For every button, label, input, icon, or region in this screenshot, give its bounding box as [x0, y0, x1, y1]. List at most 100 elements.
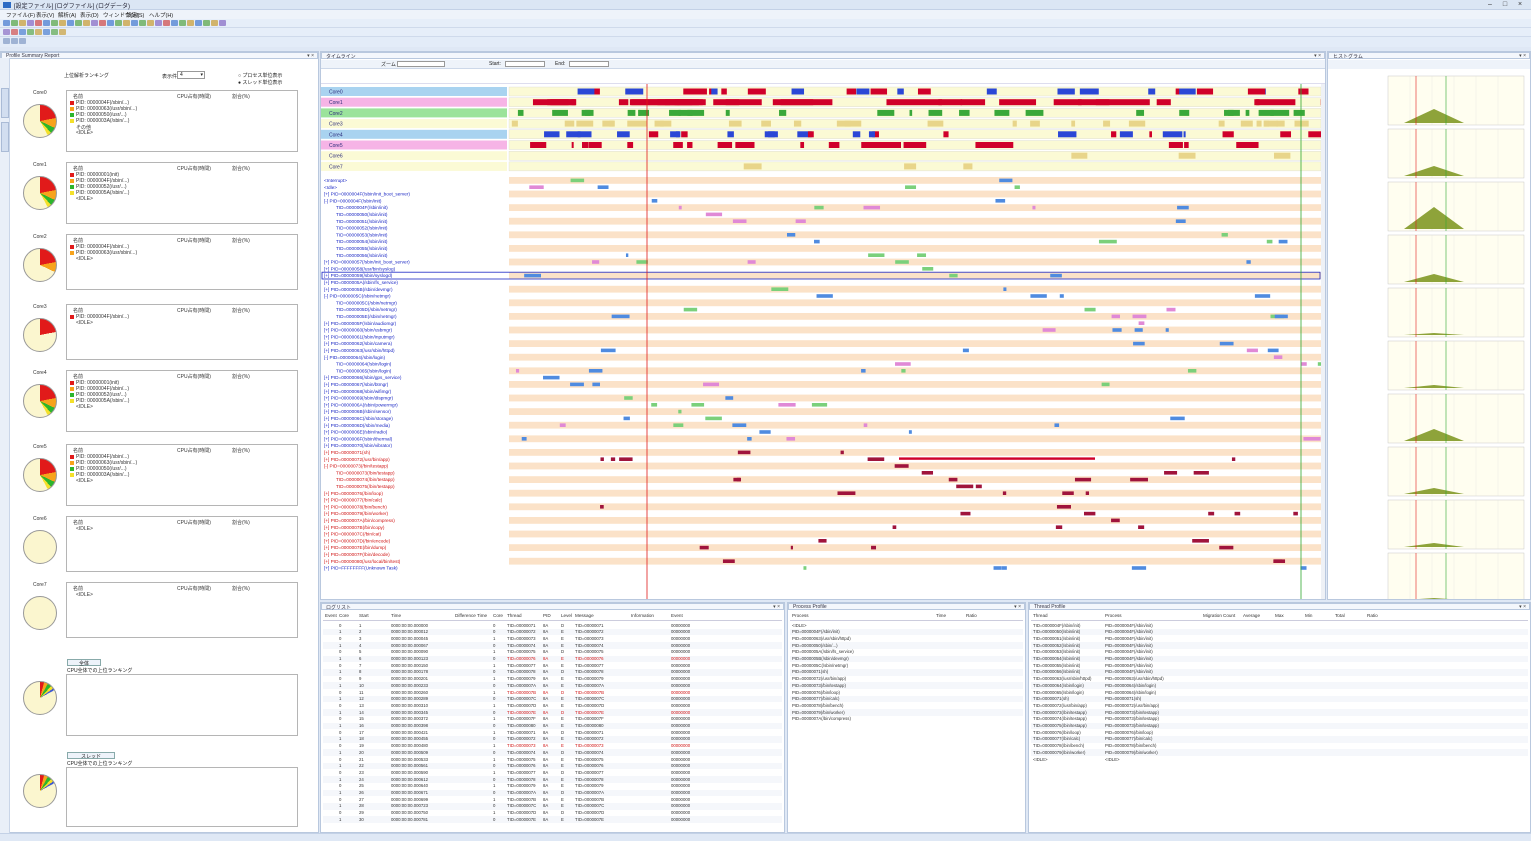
cpu-run-bar[interactable] [1222, 131, 1234, 138]
tree-row-label[interactable]: [+] PID=0000006F(/sbin/thermal) [324, 436, 393, 441]
cpu-lane-label[interactable]: Core2 [329, 111, 343, 117]
thread-run-bar[interactable] [524, 273, 542, 278]
column-header[interactable]: Min [1305, 613, 1313, 618]
toolbar-button-icon[interactable] [3, 20, 10, 26]
tree-row-label[interactable]: [+] PID=00000072(/usr/bin/app) [324, 457, 390, 462]
toolbar-button-icon[interactable] [75, 20, 82, 26]
tree-row-label[interactable]: TID=00000050(/sbin/init) [336, 212, 388, 217]
tree-row-label[interactable]: [+] PID=0000006C(/sbin/storage) [324, 416, 393, 421]
column-header[interactable]: Core [339, 613, 349, 618]
column-header[interactable]: Thread [507, 613, 522, 618]
histogram-close-icon[interactable]: ▾ × [1519, 53, 1526, 59]
cpu-run-bar[interactable] [904, 163, 917, 170]
thread-run-bar[interactable] [1054, 423, 1060, 427]
thread-run-bar[interactable] [811, 403, 828, 407]
tree-row-label[interactable]: TID=0000004F(/sbin/init) [336, 205, 388, 210]
side-tab-2[interactable] [1, 122, 9, 152]
tree-row-label[interactable]: [+] PID=0000005A(/sbin/fs_service) [324, 280, 398, 285]
tree-row-label[interactable]: [+] PID=00000062(/sbin/camera) [324, 341, 392, 346]
cpu-lane-label[interactable]: Core4 [329, 132, 343, 138]
thread-run-bar[interactable] [1221, 233, 1228, 237]
toolbar-button-icon[interactable] [59, 20, 66, 26]
cpu-run-bar[interactable] [1247, 88, 1266, 95]
thread-run-bar[interactable] [1111, 518, 1120, 523]
cpu-run-bar[interactable] [903, 142, 918, 148]
thread-run-bar[interactable] [588, 369, 603, 373]
thread-run-bar[interactable] [1164, 471, 1178, 475]
cpu-run-bar[interactable] [1256, 120, 1262, 127]
log-close-icon[interactable]: ▾ × [773, 604, 780, 610]
thread-run-bar[interactable] [1032, 205, 1036, 210]
toolbar-button-icon[interactable] [19, 29, 26, 35]
cpu-run-bar[interactable] [566, 131, 581, 138]
cpu-run-bar[interactable] [1238, 142, 1259, 148]
table-row[interactable] [1031, 682, 1528, 689]
cpu-run-bar[interactable] [1095, 99, 1150, 106]
toolbar-button-icon[interactable] [11, 20, 18, 26]
cpu-run-bar[interactable] [1179, 88, 1196, 95]
cpu-run-bar[interactable] [1168, 142, 1183, 148]
thread-run-bar[interactable] [1131, 566, 1147, 570]
column-header[interactable]: Start [359, 613, 369, 618]
thread-run-bar[interactable] [1187, 369, 1197, 373]
thread-run-bar[interactable] [529, 185, 544, 189]
thread-run-bar[interactable] [515, 369, 520, 373]
thread-run-bar[interactable] [759, 430, 771, 434]
cpu-run-bar[interactable] [999, 99, 1037, 106]
ranking-row[interactable]: <IDLE> [70, 478, 93, 484]
tree-row-label[interactable]: [+] PID=00000069(/sbin/dispmgr) [324, 396, 393, 401]
thread-run-bar[interactable] [1274, 314, 1288, 319]
cpu-run-bar[interactable] [1308, 131, 1321, 138]
cpu-run-bar[interactable] [691, 88, 707, 95]
thread-run-bar[interactable] [1219, 545, 1234, 550]
thread-run-bar[interactable] [1003, 287, 1007, 291]
thread-run-bar[interactable] [1165, 328, 1169, 332]
cpu-run-bar[interactable] [735, 142, 755, 148]
thread-run-bar[interactable] [1050, 273, 1062, 278]
thread-run-bar[interactable] [1273, 355, 1283, 359]
table-row[interactable] [1031, 668, 1528, 676]
thread-run-bar[interactable] [1059, 294, 1064, 298]
ranking-row[interactable]: <IDLE> [70, 404, 93, 410]
thread-run-bar[interactable] [786, 437, 796, 441]
thread-run-bar[interactable] [623, 416, 630, 421]
cpu-run-bar[interactable] [617, 131, 630, 138]
toolbar-button-icon[interactable] [43, 20, 50, 26]
cpu-run-bar[interactable] [1273, 152, 1291, 159]
thread-run-bar[interactable] [1056, 505, 1071, 509]
thread-run-bar[interactable] [1300, 362, 1307, 366]
cpu-run-bar[interactable] [683, 88, 696, 95]
cpu-lane-label[interactable]: Core3 [329, 122, 343, 128]
thread-run-bar[interactable] [1177, 205, 1189, 210]
thread-run-bar[interactable] [683, 307, 698, 312]
thread-run-bar[interactable] [678, 205, 682, 210]
tree-row-label[interactable]: [-] PID=0000005C(/sbin/netmgr) [324, 294, 391, 299]
thread-run-bar[interactable] [691, 403, 705, 407]
cpu-run-bar[interactable] [938, 99, 963, 106]
table-row[interactable] [323, 668, 782, 676]
toolbar-button-icon[interactable] [163, 20, 170, 26]
tree-row-label[interactable]: [+] PID=00000071(sh) [324, 450, 371, 455]
thread-run-bar[interactable] [1246, 260, 1251, 264]
table-row[interactable] [790, 642, 1023, 649]
thread-run-bar[interactable] [917, 253, 927, 257]
cpu-run-bar[interactable] [1263, 120, 1269, 127]
thread-tab[interactable]: スレッド [67, 752, 115, 760]
thread-run-bar[interactable] [993, 566, 1002, 570]
tree-row-label[interactable]: <Idle> [324, 185, 337, 190]
ranking-row[interactable]: PID: 00000050(/usr/...) [70, 466, 127, 472]
thread-run-bar[interactable] [868, 253, 885, 257]
thread-run-bar[interactable] [1192, 539, 1209, 543]
toolbar-button-icon[interactable] [155, 20, 162, 26]
column-header[interactable]: Information [631, 613, 654, 618]
thread-run-bar[interactable] [559, 423, 566, 427]
column-header[interactable]: Event [671, 613, 683, 618]
thread-run-bar[interactable] [1055, 525, 1063, 529]
thread-run-bar[interactable] [1042, 328, 1056, 332]
thread-run-bar[interactable] [611, 314, 630, 319]
cpu-run-bar[interactable] [627, 109, 636, 116]
thread-run-bar[interactable] [1208, 511, 1215, 516]
cpu-run-bar[interactable] [669, 109, 681, 116]
table-row[interactable] [790, 682, 1023, 689]
cpu-run-bar[interactable] [678, 109, 693, 116]
